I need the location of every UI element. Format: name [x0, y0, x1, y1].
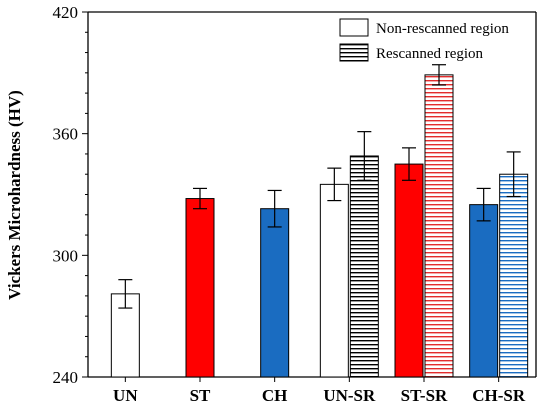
- error-bar-st-non-rescanned: [193, 187, 207, 210]
- bar-un-sr-rescanned: [349, 155, 379, 378]
- y-tick-label: 240: [53, 368, 79, 387]
- error-bar-ch-sr-non-rescanned: [476, 187, 491, 222]
- legend: Non-rescanned region Rescanned region: [339, 18, 509, 62]
- y-tick-label: 360: [53, 125, 79, 144]
- x-tick-label-st-sr: ST-SR: [401, 386, 448, 405]
- bar-st-sr-non-rescanned: [394, 163, 424, 378]
- x-tick-label-un: UN: [113, 386, 138, 405]
- bar-un-sr-non-rescanned: [319, 183, 349, 378]
- bar-st-sr-rescanned: [424, 74, 454, 378]
- x-tick-label-un-sr: UN-SR: [323, 386, 376, 405]
- bar-st-non-rescanned: [185, 198, 215, 378]
- bar-ch-non-rescanned: [260, 208, 290, 378]
- error-bar-un-sr-non-rescanned: [327, 167, 342, 202]
- error-bar-st-sr-non-rescanned: [402, 147, 416, 181]
- legend-swatch-rescanned: [339, 43, 369, 62]
- error-bar-un-sr-rescanned: [357, 131, 372, 181]
- x-tick-label-ch: CH: [262, 386, 288, 405]
- x-tick-label-ch-sr: CH-SR: [472, 386, 526, 405]
- y-tick-label: 420: [53, 3, 79, 22]
- legend-label-non-rescanned: Non-rescanned region: [376, 21, 509, 37]
- y-axis-label: Vickers Microhardness (HV): [5, 90, 24, 300]
- x-tick-label-st: ST: [190, 386, 211, 405]
- legend-label-rescanned: Rescanned region: [376, 46, 484, 62]
- bar-ch-sr-rescanned: [499, 173, 529, 378]
- bar-ch-sr-non-rescanned: [469, 204, 499, 378]
- plot-area: 240 300 360 420 UN ST CH UN-SR ST-SR CH-SR: [53, 3, 537, 405]
- error-bar-ch-non-rescanned: [267, 189, 282, 228]
- y-tick-label: 300: [53, 246, 79, 265]
- error-bar-ch-sr-rescanned: [506, 151, 521, 198]
- error-bar-st-sr-rescanned: [432, 64, 446, 86]
- legend-swatch-non-rescanned: [339, 18, 369, 37]
- error-bar-un-non-rescanned: [118, 279, 133, 309]
